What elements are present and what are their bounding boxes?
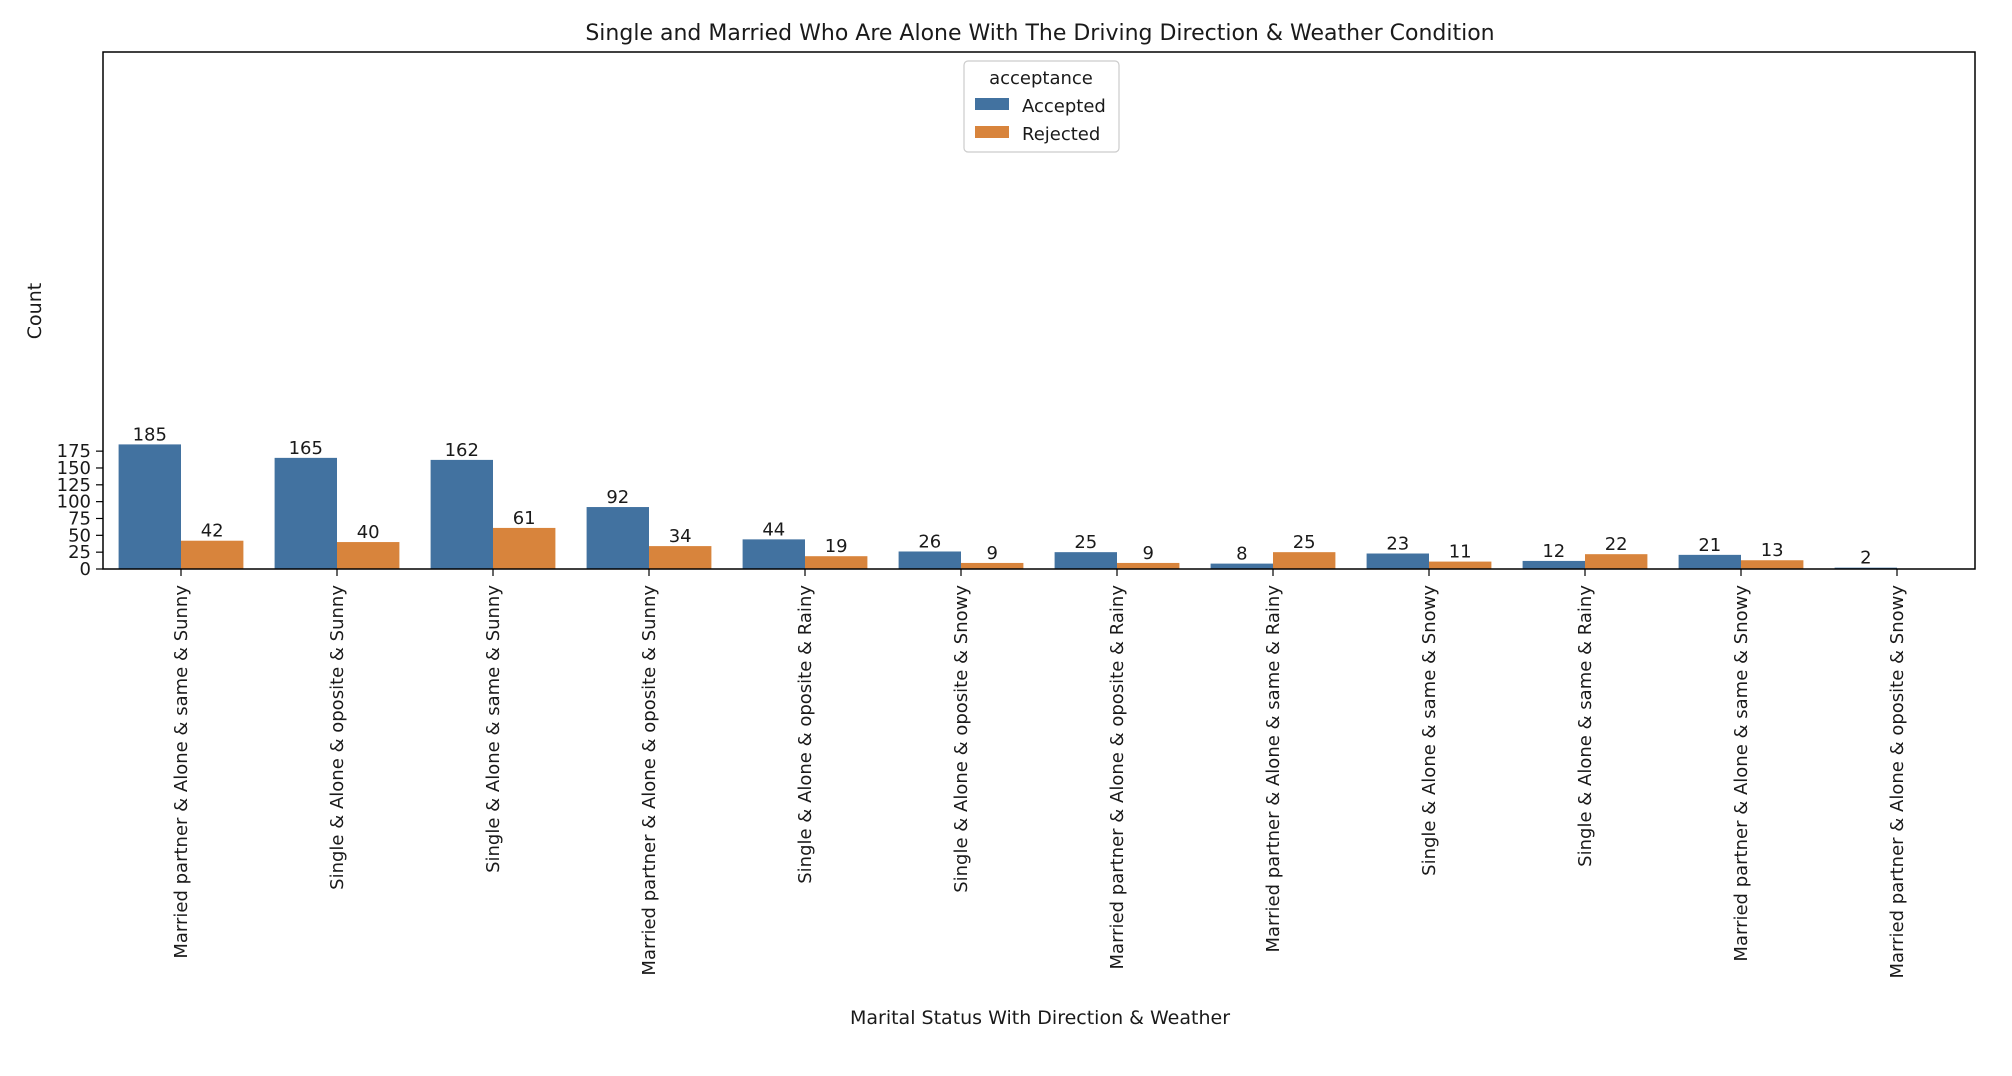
data-label-rejected-8: 11 <box>1449 542 1472 563</box>
bar-rejected-10 <box>1741 560 1804 569</box>
data-label-rejected-3: 34 <box>669 526 692 547</box>
bar-rejected-6 <box>1117 562 1180 569</box>
data-label-accepted-5: 26 <box>918 531 941 552</box>
bar-rejected-0 <box>181 540 244 569</box>
bar-rejected-5 <box>961 562 1024 569</box>
bar-rejected-1 <box>337 542 400 569</box>
data-label-rejected-9: 22 <box>1605 534 1628 555</box>
data-label-accepted-2: 162 <box>445 440 479 461</box>
y-tick-label: 175 <box>57 441 91 462</box>
bar-rejected-3 <box>649 546 712 569</box>
x-axis: Married partner & Alone & same & Sunny Si… <box>171 569 1908 979</box>
data-label-accepted-6: 25 <box>1074 532 1097 553</box>
y-tick-label: 150 <box>57 458 91 479</box>
x-tick-label: Single & Alone & same & Sunny <box>483 585 504 873</box>
bar-accepted-2 <box>430 459 493 569</box>
bar-accepted-8 <box>1366 553 1429 569</box>
data-label-accepted-8: 23 <box>1386 534 1409 555</box>
bar-accepted-10 <box>1678 554 1741 569</box>
x-tick-label: Married partner & Alone & oposite & Rain… <box>1107 585 1128 970</box>
x-axis-label: Marital Status With Direction & Weather <box>850 1007 1230 1029</box>
x-tick-label: Married partner & Alone & same & Rainy <box>1263 585 1284 953</box>
legend-swatch-accepted <box>975 98 1009 110</box>
data-label-rejected-2: 61 <box>513 508 536 529</box>
x-tick-label: Single & Alone & oposite & Rainy <box>795 585 816 884</box>
x-tick-label: Married partner & Alone & same & Sunny <box>171 585 192 959</box>
data-label-accepted-0: 185 <box>133 424 167 445</box>
bar-accepted-3 <box>586 507 649 569</box>
x-tick-label: Single & Alone & oposite & Sunny <box>327 585 348 890</box>
data-label-accepted-11: 2 <box>1860 548 1871 569</box>
bar-accepted-4 <box>742 539 805 569</box>
bar-accepted-6 <box>1054 552 1117 569</box>
y-axis-label: Count <box>24 283 46 339</box>
data-label-rejected-7: 25 <box>1293 532 1316 553</box>
x-tick-label: Single & Alone & same & Snowy <box>1419 585 1440 876</box>
data-label-rejected-1: 40 <box>357 522 380 543</box>
data-label-rejected-0: 42 <box>201 521 224 542</box>
x-tick-label: Married partner & Alone & same & Snowy <box>1731 585 1752 962</box>
data-label-accepted-3: 92 <box>606 487 629 508</box>
bar-rejected-7 <box>1273 552 1336 569</box>
data-label-accepted-9: 12 <box>1542 541 1565 562</box>
x-tick-label: Single & Alone & oposite & Snowy <box>951 585 972 893</box>
bar-accepted-0 <box>118 444 181 569</box>
data-label-accepted-1: 165 <box>289 438 323 459</box>
y-tick-label: 25 <box>68 542 91 563</box>
legend-title: acceptance <box>989 68 1093 89</box>
bar-rejected-4 <box>805 556 868 569</box>
y-tick-label: 100 <box>57 492 91 513</box>
x-tick-label: Married partner & Alone & oposite & Sunn… <box>639 585 660 976</box>
data-label-accepted-4: 44 <box>762 519 785 540</box>
chart-title: Single and Married Who Are Alone With Th… <box>585 21 1494 46</box>
data-label-rejected-6: 9 <box>1142 543 1153 564</box>
bar-accepted-9 <box>1522 560 1585 569</box>
legend-swatch-rejected <box>975 126 1009 138</box>
data-label-accepted-10: 21 <box>1698 535 1721 556</box>
bar-rejected-2 <box>493 527 556 569</box>
data-label-rejected-10: 13 <box>1761 540 1784 561</box>
legend-label-accepted: Accepted <box>1022 96 1106 117</box>
data-label-accepted-7: 8 <box>1236 544 1247 565</box>
bar-rejected-9 <box>1585 554 1648 569</box>
y-tick-label: 50 <box>68 525 91 546</box>
y-tick-label: 0 <box>80 559 91 580</box>
legend: acceptance Accepted Rejected <box>963 60 1120 153</box>
bar-accepted-7 <box>1210 563 1273 569</box>
bar-accepted-1 <box>274 457 337 569</box>
data-label-rejected-4: 19 <box>825 536 848 557</box>
legend-label-rejected: Rejected <box>1022 124 1100 145</box>
data-label-rejected-5: 9 <box>986 543 997 564</box>
plot-frame <box>102 51 1976 570</box>
bar-rejected-8 <box>1429 561 1492 569</box>
y-tick-label: 75 <box>68 508 91 529</box>
bar-accepted-5 <box>898 551 961 569</box>
y-tick-label: 125 <box>57 475 91 496</box>
x-tick-label: Single & Alone & same & Rainy <box>1575 585 1596 867</box>
x-tick-label: Married partner & Alone & oposite & Snow… <box>1887 585 1908 979</box>
